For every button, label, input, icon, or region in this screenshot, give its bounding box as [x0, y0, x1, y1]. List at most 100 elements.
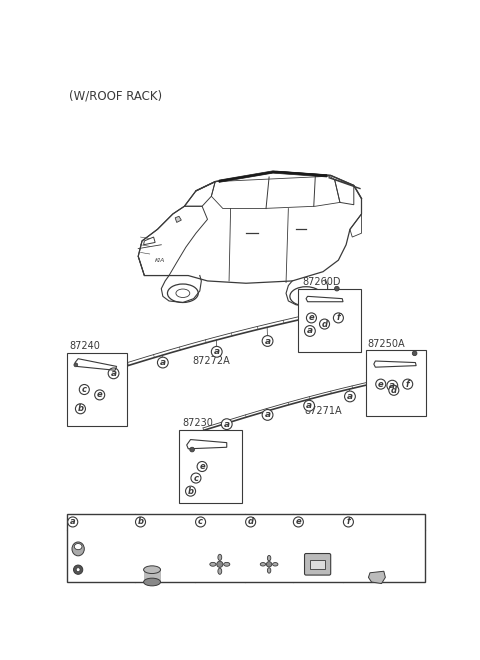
Circle shape [221, 419, 232, 430]
Circle shape [304, 325, 315, 337]
Circle shape [345, 391, 355, 402]
Circle shape [266, 562, 272, 567]
Circle shape [68, 517, 78, 527]
Circle shape [74, 363, 78, 367]
Text: 87216X: 87216X [257, 517, 289, 527]
Text: d: d [248, 517, 253, 527]
Text: a: a [347, 392, 353, 401]
Ellipse shape [218, 554, 222, 560]
Text: d: d [391, 386, 397, 395]
Text: 1327AC: 1327AC [101, 565, 136, 574]
Text: d: d [322, 319, 327, 329]
FancyBboxPatch shape [67, 514, 425, 582]
Circle shape [197, 461, 207, 471]
Circle shape [76, 568, 80, 572]
Text: c: c [198, 517, 203, 527]
Ellipse shape [218, 568, 222, 574]
FancyBboxPatch shape [310, 560, 325, 569]
Text: 87258: 87258 [347, 544, 375, 552]
Circle shape [306, 313, 316, 323]
Text: a: a [389, 381, 396, 390]
Ellipse shape [144, 578, 160, 586]
Text: b: b [188, 486, 193, 496]
Text: a: a [264, 337, 271, 345]
Ellipse shape [267, 556, 271, 561]
Circle shape [95, 390, 105, 400]
Circle shape [195, 517, 205, 527]
Text: a: a [214, 347, 220, 356]
Text: 87256A: 87256A [138, 544, 173, 552]
Text: 87215G: 87215G [207, 517, 240, 527]
Text: e: e [309, 314, 314, 322]
Text: a: a [160, 358, 166, 367]
FancyBboxPatch shape [179, 430, 242, 503]
Circle shape [108, 368, 119, 379]
Text: e: e [378, 379, 384, 389]
Circle shape [217, 561, 223, 568]
Circle shape [246, 517, 256, 527]
Circle shape [135, 517, 145, 527]
Circle shape [75, 404, 85, 414]
Circle shape [335, 286, 339, 291]
Circle shape [262, 335, 273, 347]
Circle shape [376, 379, 386, 389]
Text: e: e [199, 462, 205, 471]
Circle shape [186, 486, 195, 496]
Text: 87272A: 87272A [192, 356, 230, 366]
Text: e: e [296, 517, 301, 527]
Text: a: a [110, 369, 117, 378]
Text: a: a [306, 401, 312, 410]
Circle shape [343, 517, 353, 527]
Text: a: a [264, 411, 271, 419]
Text: a: a [224, 420, 230, 428]
Text: KIA: KIA [155, 259, 165, 263]
Circle shape [412, 351, 417, 356]
Circle shape [293, 517, 303, 527]
Circle shape [73, 565, 83, 574]
Text: 87271A: 87271A [304, 407, 342, 416]
Text: 87257: 87257 [347, 553, 375, 562]
FancyBboxPatch shape [299, 288, 361, 352]
Circle shape [320, 319, 330, 329]
FancyBboxPatch shape [67, 352, 127, 426]
Ellipse shape [144, 566, 160, 574]
Ellipse shape [210, 562, 216, 566]
Text: f: f [336, 314, 340, 322]
Text: 86839: 86839 [101, 544, 130, 553]
Ellipse shape [260, 562, 265, 566]
FancyBboxPatch shape [366, 350, 426, 416]
Circle shape [191, 473, 201, 483]
Text: a: a [70, 517, 75, 527]
Circle shape [334, 313, 343, 323]
Text: c: c [82, 385, 87, 394]
Ellipse shape [273, 562, 278, 566]
Circle shape [304, 400, 314, 411]
Ellipse shape [74, 543, 82, 550]
FancyBboxPatch shape [144, 570, 160, 582]
Text: 87232A: 87232A [304, 517, 337, 527]
Text: c: c [193, 474, 198, 482]
Text: 87230: 87230 [183, 418, 214, 428]
Circle shape [211, 346, 222, 357]
Text: 87240: 87240 [69, 341, 100, 351]
FancyBboxPatch shape [304, 554, 331, 575]
Text: (W/ROOF RACK): (W/ROOF RACK) [69, 90, 162, 103]
Text: a: a [307, 327, 313, 335]
Circle shape [403, 379, 413, 389]
Ellipse shape [267, 568, 271, 573]
Text: 87250A: 87250A [368, 339, 405, 348]
Polygon shape [219, 171, 327, 182]
Polygon shape [175, 216, 181, 222]
Text: e: e [97, 391, 103, 399]
Polygon shape [369, 571, 385, 583]
Ellipse shape [224, 562, 230, 566]
Text: 87255A: 87255A [138, 553, 173, 562]
Circle shape [262, 409, 273, 420]
Ellipse shape [72, 542, 84, 556]
Circle shape [79, 385, 89, 395]
Circle shape [190, 447, 194, 452]
Circle shape [157, 357, 168, 368]
Text: 87260D: 87260D [302, 277, 341, 287]
Text: b: b [137, 517, 144, 527]
Text: b: b [77, 405, 84, 413]
